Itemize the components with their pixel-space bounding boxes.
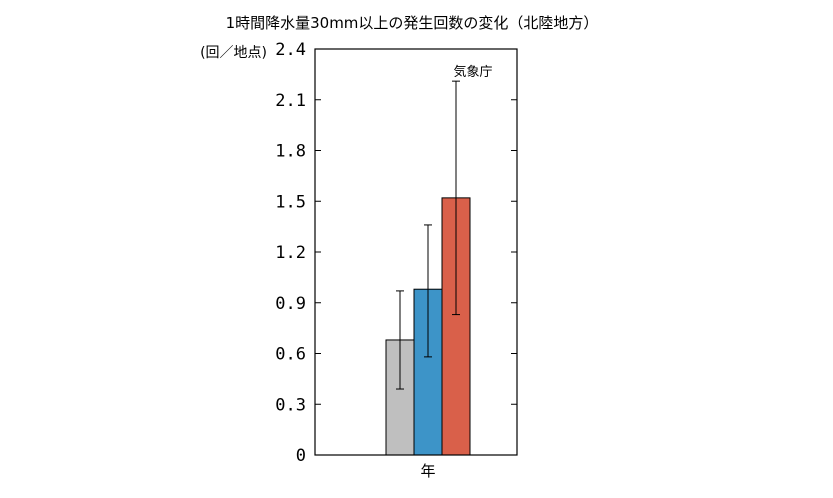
y-axis-unit-label: (回／地点) xyxy=(200,45,267,61)
chart-title: 1時間降水量30mm以上の発生回数の変化（北陸地方） xyxy=(226,14,599,32)
y-tick-label: 0.6 xyxy=(275,345,306,365)
y-tick-label: 1.8 xyxy=(275,142,306,162)
y-tick-label: 0 xyxy=(296,446,306,466)
y-tick-label: 0.9 xyxy=(275,294,306,314)
plot-frame xyxy=(314,48,518,456)
y-tick-label: 2.4 xyxy=(275,40,306,60)
bar-group xyxy=(385,80,471,456)
source-credit: 気象庁 xyxy=(453,64,492,80)
y-axis-ticks: 0 0.3 0.6 0.9 1.2 1.5 1.8 2.1 2.4 xyxy=(275,40,517,466)
y-tick-label: 1.2 xyxy=(275,243,306,263)
y-tick-label: 0.3 xyxy=(275,395,306,415)
x-axis-label: 年 xyxy=(420,462,435,480)
y-tick-label: 1.5 xyxy=(275,192,306,212)
y-tick-label: 2.1 xyxy=(275,91,306,111)
